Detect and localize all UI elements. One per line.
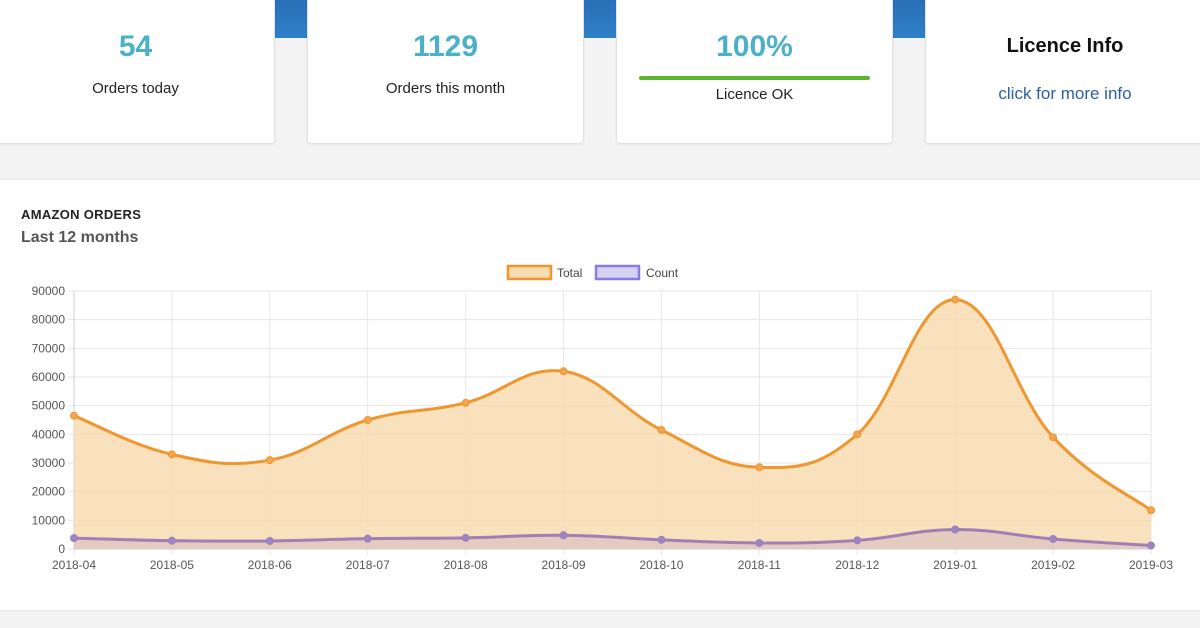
orders-today-value: 54 — [118, 30, 153, 63]
panel-title: AMAZON ORDERS — [21, 207, 142, 222]
licence-info-link[interactable]: click for more info — [998, 84, 1132, 103]
stat-card-licence: 100% Licence OK — [616, 0, 893, 144]
stat-card-orders-month: 1129 Orders this month — [307, 0, 584, 144]
orders-month-label: Orders this month — [385, 80, 506, 97]
licence-value: 100% — [716, 30, 793, 63]
panel-subtitle: Last 12 months — [21, 229, 139, 246]
orders-month-value: 1129 — [412, 30, 479, 63]
orders-today-label: Orders today — [92, 80, 179, 97]
stat-card-licence-info: Licence Info click for more info — [925, 0, 1200, 144]
licence-progress-bar — [639, 76, 870, 80]
stat-card-orders-today: 54 Orders today — [0, 0, 275, 144]
licence-info-title: Licence Info — [1006, 35, 1124, 57]
licence-label: Licence OK — [715, 86, 794, 103]
amazon-orders-panel: AMAZON ORDERS Last 12 months — [0, 179, 1200, 611]
